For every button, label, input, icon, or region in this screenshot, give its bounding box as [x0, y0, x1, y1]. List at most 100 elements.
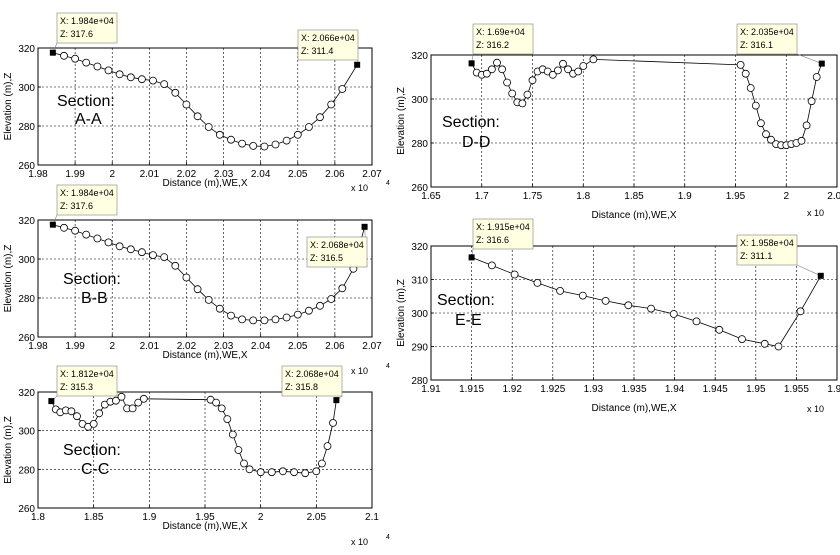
- data-point: [104, 238, 113, 247]
- x-tick-label: 1.8: [576, 191, 590, 202]
- data-point: [182, 273, 191, 282]
- data-point: [227, 135, 235, 144]
- x-axis-label: Distance (m),WE,X: [162, 178, 247, 189]
- x-tick-label: 1.96: [827, 384, 840, 395]
- y-axis-label: Elevation (m),Z: [396, 279, 407, 347]
- data-point: [223, 415, 232, 424]
- x-tick-label: 1.65: [421, 191, 441, 202]
- data-point: [338, 284, 347, 293]
- data-point: [171, 88, 180, 97]
- data-point: [193, 285, 202, 294]
- data-point: [482, 69, 491, 78]
- x-tick-label: 1.98: [28, 169, 48, 180]
- y-axis-label: Elevation (m),Z: [3, 416, 14, 484]
- y-tick-label: 300: [18, 255, 35, 266]
- data-point: [751, 101, 760, 110]
- x-tick-label: 1.91: [421, 384, 441, 395]
- data-point: [327, 100, 336, 109]
- x-tick-label: 2.02: [177, 341, 197, 352]
- data-point: [278, 467, 287, 476]
- datatip-z-text: Z: 316.6: [476, 235, 509, 245]
- datatip-marker: [333, 397, 340, 404]
- y-tick-label: 290: [411, 343, 428, 354]
- data-point: [556, 286, 564, 295]
- data-point: [523, 90, 532, 99]
- data-point: [104, 66, 113, 75]
- data-point: [240, 459, 248, 468]
- data-point: [802, 121, 811, 130]
- datatip-x-text: X: 2.035e+04: [740, 27, 794, 37]
- datatip-z-text: Z: 317.6: [60, 201, 93, 211]
- data-point: [503, 78, 512, 87]
- y-tick-label: 320: [18, 216, 35, 227]
- data-point: [327, 295, 336, 303]
- data-point: [115, 242, 124, 251]
- datatip-box: [297, 29, 359, 61]
- data-point: [93, 234, 102, 243]
- data-point: [812, 73, 821, 81]
- data-point: [267, 468, 276, 477]
- x-exponent-label: x 10: [807, 208, 824, 218]
- datatip-x-text: X: 2.068e+04: [310, 240, 364, 250]
- x-tick-label: 1.9: [142, 512, 156, 523]
- datatip-connector: [796, 264, 821, 277]
- datatip-box: [736, 234, 798, 266]
- datatip-z-text: Z: 311.1: [740, 251, 772, 261]
- data-point: [762, 130, 770, 139]
- data-point: [215, 130, 224, 139]
- y-tick-label: 320: [18, 44, 35, 55]
- data-point: [182, 100, 191, 109]
- data-point: [493, 58, 501, 67]
- data-point: [518, 99, 527, 108]
- x-tick-label: 1.915: [459, 384, 484, 395]
- data-point: [601, 296, 610, 305]
- y-axis-label: Elevation (m),Z: [3, 245, 14, 313]
- section-label: Section:: [63, 442, 121, 459]
- chart-panel: 1.8 1.85 1.9 1.95 2 2.05 2.1 260 280 300 320 Distan…: [3, 365, 390, 547]
- y-tick-label: 300: [18, 83, 35, 94]
- x-tick-label: 1.98: [28, 341, 48, 352]
- data-point: [767, 135, 775, 144]
- data-point: [245, 465, 254, 474]
- datatip-x-text: X: 2.068e+04: [285, 369, 339, 379]
- data-point: [317, 459, 326, 468]
- data-point: [160, 253, 169, 262]
- x-exponent-label: x 10: [351, 183, 368, 193]
- datatip-box: [306, 236, 368, 268]
- y-tick-label: 320: [411, 51, 428, 62]
- data-point: [774, 342, 783, 351]
- datatip-box: [56, 184, 118, 216]
- datatip-marker: [354, 61, 361, 68]
- y-tick-label: 300: [411, 309, 428, 320]
- data-point: [228, 430, 237, 439]
- x-tick-label: 1.85: [84, 512, 104, 523]
- datatip-marker: [468, 254, 475, 261]
- data-point: [796, 307, 805, 316]
- x-tick-label: 1.99: [65, 169, 85, 180]
- data-point: [564, 65, 572, 74]
- y-tick-label: 280: [411, 139, 428, 150]
- datatip-z-text: Z: 311.4: [301, 46, 333, 56]
- datatip-marker: [49, 49, 56, 56]
- x-tick-label: 2.03: [214, 169, 234, 180]
- x-tick-label: 1.7: [475, 191, 489, 202]
- section-label: Section:: [442, 114, 500, 131]
- data-point: [260, 316, 269, 325]
- y-tick-label: 260: [411, 183, 428, 194]
- data-point: [316, 301, 324, 310]
- datatip-box: [472, 218, 534, 250]
- section-name: B-B: [81, 290, 108, 307]
- data-point: [559, 59, 567, 68]
- datatip-z-text: Z: 315.3: [60, 382, 93, 392]
- data-point: [316, 113, 324, 122]
- x-tick-label: 2: [258, 512, 264, 523]
- series-line: [52, 52, 358, 147]
- x-tick-label: 1.92: [502, 384, 522, 395]
- x-axis-label: Distance (m),WE,X: [162, 350, 247, 361]
- y-tick-label: 280: [411, 376, 428, 387]
- data-point: [260, 142, 269, 151]
- x-tick-label: 2.07: [362, 169, 382, 180]
- data-point: [271, 315, 280, 324]
- x-tick-label: 2.05: [288, 169, 308, 180]
